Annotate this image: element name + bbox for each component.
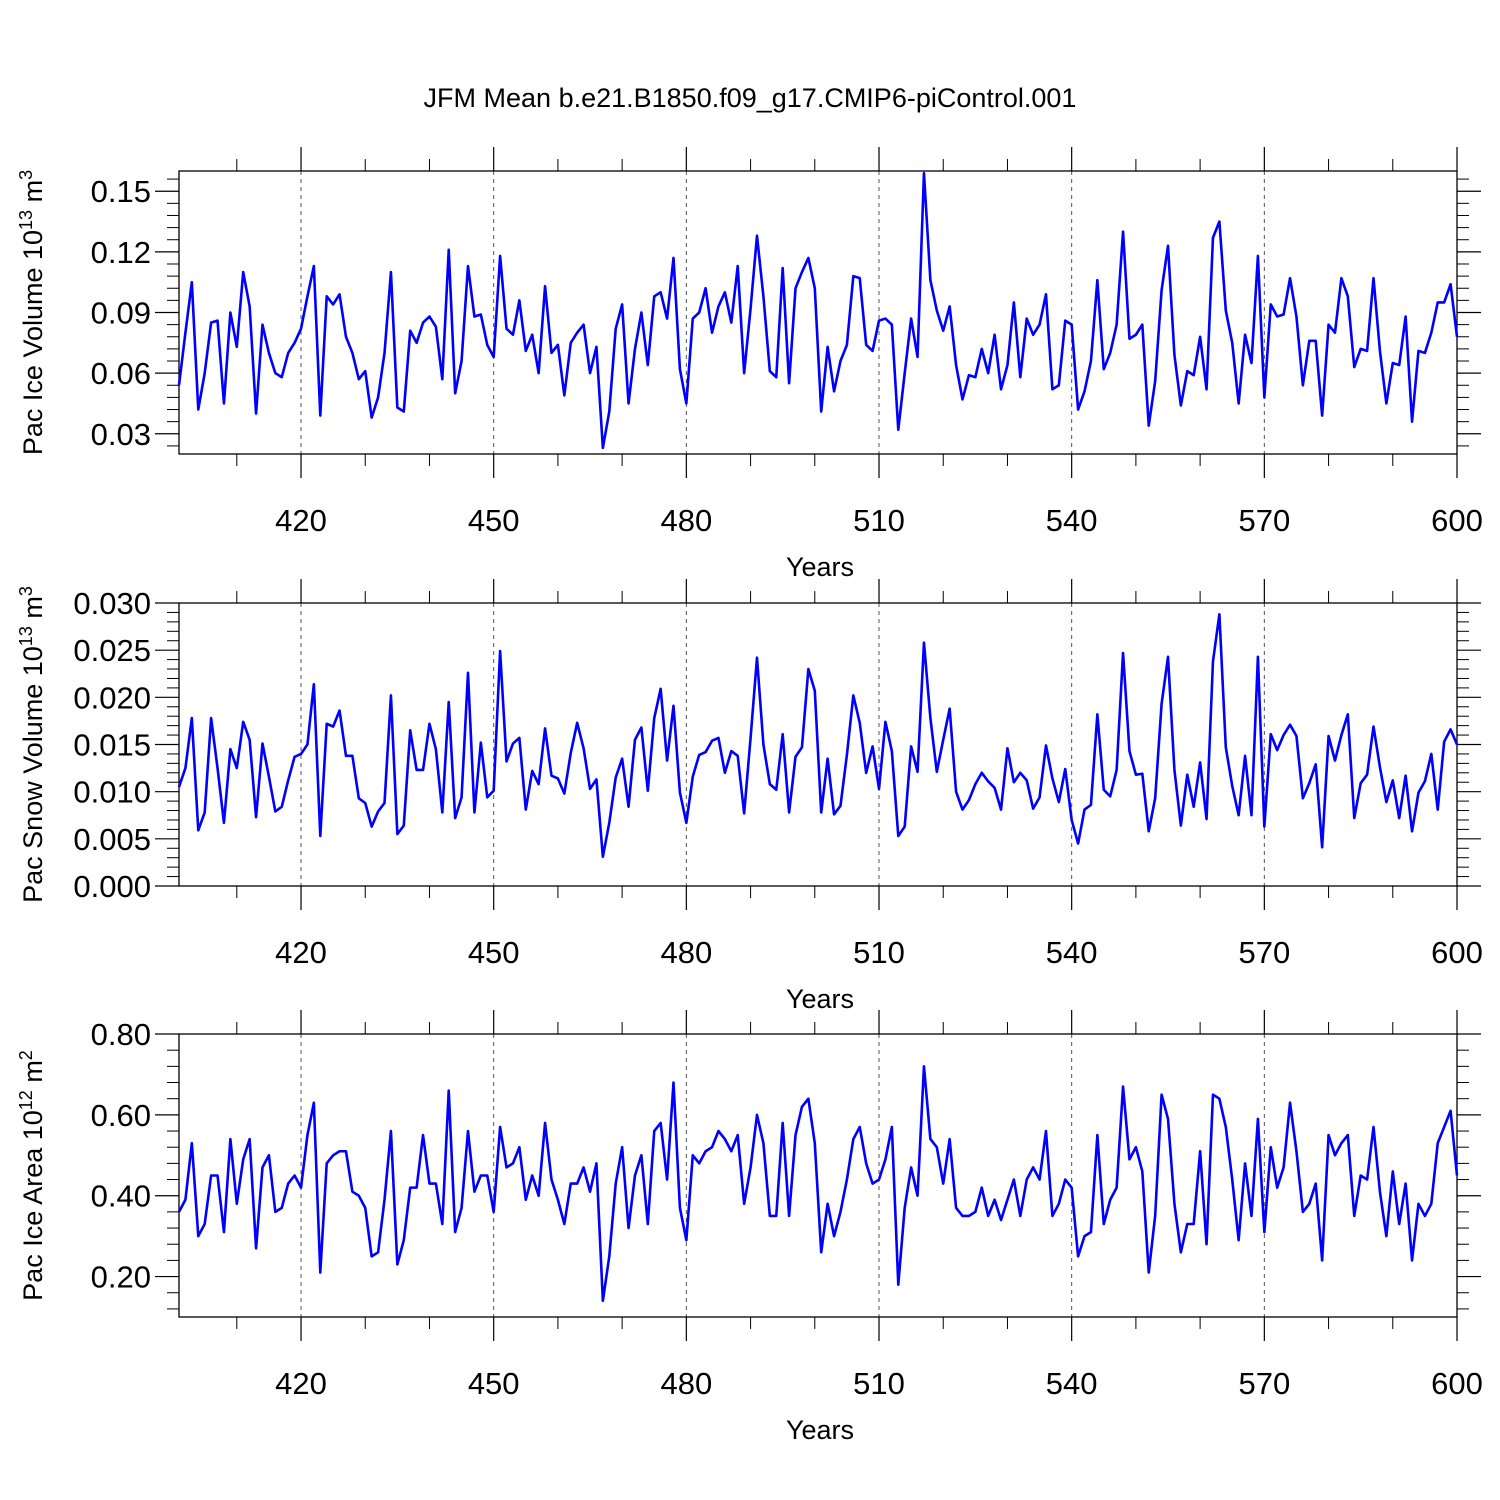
y-tick-label: 0.20 [91,1260,151,1295]
chart-panel-3: 420 450 480 510 540 570 600 0.20 0.40 0.60 0.80 Yea… [16,1010,1483,1445]
y-tick-label: 0.000 [73,869,151,904]
figure-title: JFM Mean b.e21.B1850.f09_g17.CMIP6-piCon… [424,83,1077,113]
x-tick-label: 570 [1238,503,1290,538]
x-tick-label: 510 [853,935,905,970]
chart-panel-1: 420 450 480 510 540 570 600 0.03 0.06 0.09 0.12 0.1… [16,147,1483,582]
y-tick-label: 0.80 [91,1017,151,1052]
x-tick-label: 510 [853,503,905,538]
x-tick-label: 450 [468,1366,520,1401]
y-tick-label: 0.030 [73,586,151,621]
y-axis-label: Pac Snow Volume 1013 m3 [16,586,48,903]
y-tick-label: 0.005 [73,822,151,857]
x-tick-label: 570 [1238,1366,1290,1401]
x-tick-label: 450 [468,503,520,538]
y-axis-label: Pac Ice Volume 1013 m3 [16,170,48,455]
x-tick-label: 510 [853,1366,905,1401]
x-tick-label: 600 [1431,935,1483,970]
x-tick-label: 480 [660,503,712,538]
x-tick-label: 420 [275,935,327,970]
y-tick-label: 0.015 [73,728,151,763]
y-tick-label: 0.06 [91,356,151,391]
x-tick-label: 600 [1431,1366,1483,1401]
y-tick-label: 0.010 [73,775,151,810]
chart-panel-2: 420 450 480 510 540 570 600 0.000 0.005 0.010 0.01… [16,579,1483,1014]
x-tick-label: 480 [660,1366,712,1401]
data-series-line [177,1065,1459,1303]
x-axis-label: Years [786,552,854,582]
x-axis-label: Years [786,984,854,1014]
x-tick-label: 450 [468,935,520,970]
y-tick-label: 0.60 [91,1098,151,1133]
data-series-line [177,171,1459,450]
y-tick-label: 0.12 [91,235,151,270]
data-series-line [177,613,1459,859]
x-tick-label: 540 [1046,935,1098,970]
x-tick-label: 420 [275,503,327,538]
x-tick-label: 570 [1238,935,1290,970]
y-tick-label: 0.03 [91,417,151,452]
y-tick-label: 0.09 [91,296,151,331]
y-tick-label: 0.020 [73,680,151,715]
y-tick-label: 0.40 [91,1179,151,1214]
y-axis-label: Pac Ice Area 1012 m2 [16,1050,48,1301]
y-tick-label: 0.15 [91,174,151,209]
x-tick-label: 540 [1046,503,1098,538]
x-tick-label: 480 [660,935,712,970]
x-tick-label: 540 [1046,1366,1098,1401]
x-tick-label: 600 [1431,503,1483,538]
x-axis-label: Years [786,1415,854,1445]
y-tick-label: 0.025 [73,633,151,668]
x-tick-label: 420 [275,1366,327,1401]
